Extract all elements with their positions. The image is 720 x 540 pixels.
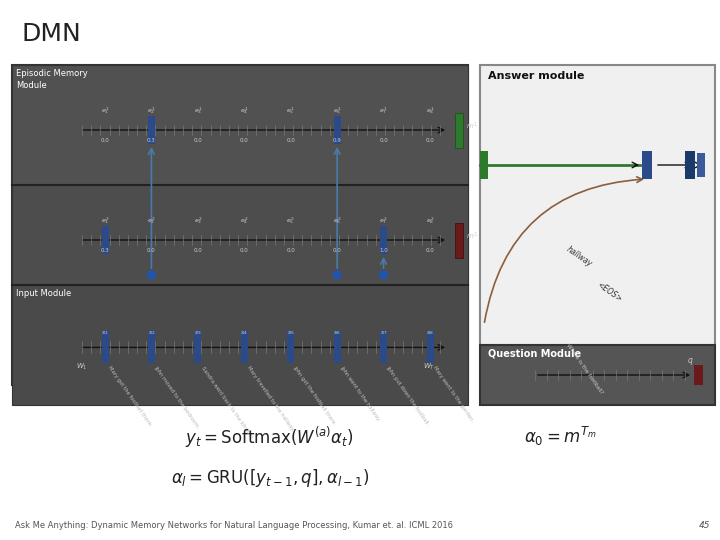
Text: DMN: DMN <box>22 22 82 46</box>
Text: $e_7^2$: $e_7^2$ <box>379 215 388 226</box>
Text: Question Module: Question Module <box>488 349 581 359</box>
Text: $m^2$: $m^2$ <box>466 231 478 241</box>
Text: $e_3^1$: $e_3^1$ <box>194 105 202 116</box>
Bar <box>685 151 695 179</box>
Text: 0.0: 0.0 <box>379 138 388 143</box>
Text: $e_5^2$: $e_5^2$ <box>287 215 295 226</box>
Text: Mary got the football there.: Mary got the football there. <box>107 366 153 428</box>
Text: $s_4$: $s_4$ <box>240 329 248 338</box>
Bar <box>642 151 652 179</box>
Text: $s_5$: $s_5$ <box>287 329 294 338</box>
Text: 0.0: 0.0 <box>333 248 341 253</box>
Text: $\alpha_0 = m^{T_m}$: $\alpha_0 = m^{T_m}$ <box>523 425 596 448</box>
Bar <box>12 285 468 405</box>
Bar <box>380 226 387 254</box>
Text: 0.0: 0.0 <box>287 248 295 253</box>
Text: 45: 45 <box>698 521 710 530</box>
Text: Sandra went back to the kitchen.: Sandra went back to the kitchen. <box>200 366 254 440</box>
Text: $W_T$: $W_T$ <box>423 361 435 372</box>
Text: $e_3^2$: $e_3^2$ <box>194 215 202 226</box>
Text: $e_2^1$: $e_2^1$ <box>147 105 156 116</box>
Bar <box>12 65 468 385</box>
Text: $e_8^1$: $e_8^1$ <box>426 105 434 116</box>
Bar <box>240 332 248 363</box>
Text: 0.0: 0.0 <box>147 248 156 253</box>
Text: Where is the football?: Where is the football? <box>565 343 603 395</box>
Text: John got the football there.: John got the football there. <box>293 366 338 426</box>
Text: Answer module: Answer module <box>488 71 585 81</box>
Text: Mary travelled to the hallway.: Mary travelled to the hallway. <box>246 366 295 433</box>
Text: 0.0: 0.0 <box>240 138 248 143</box>
Text: $e_6^2$: $e_6^2$ <box>333 215 341 226</box>
Text: $e_1^2$: $e_1^2$ <box>101 215 109 226</box>
Bar <box>194 332 202 363</box>
Text: $m^1$: $m^1$ <box>466 120 478 132</box>
Text: $e_7^1$: $e_7^1$ <box>379 105 388 116</box>
Bar <box>333 116 341 144</box>
Text: 0.9: 0.9 <box>333 138 341 143</box>
Text: $s_1$: $s_1$ <box>102 329 109 338</box>
Text: 0.3: 0.3 <box>147 138 156 143</box>
Bar <box>287 332 294 363</box>
Text: $s_2$: $s_2$ <box>148 329 156 338</box>
Text: 0.0: 0.0 <box>287 138 295 143</box>
Text: John put down the football.: John put down the football. <box>386 366 431 427</box>
Circle shape <box>379 271 387 279</box>
Text: $e_8^2$: $e_8^2$ <box>426 215 434 226</box>
Text: $\alpha_l = \mathrm{GRU}([y_{t-1}, q], \alpha_{l-1})$: $\alpha_l = \mathrm{GRU}([y_{t-1}, q], \… <box>171 467 369 489</box>
Text: $q$: $q$ <box>687 356 693 367</box>
Bar <box>102 226 109 254</box>
Bar <box>480 65 715 345</box>
Text: 0.0: 0.0 <box>240 248 248 253</box>
Text: 1.0: 1.0 <box>379 248 388 253</box>
Text: $e_1^1$: $e_1^1$ <box>101 105 109 116</box>
Bar <box>455 222 463 258</box>
Text: John moved to the bedroom.: John moved to the bedroom. <box>153 366 201 430</box>
Text: $e_5^1$: $e_5^1$ <box>287 105 295 116</box>
Text: 0.0: 0.0 <box>194 248 202 253</box>
Bar <box>426 332 433 363</box>
Text: $s_8$: $s_8$ <box>426 329 434 338</box>
Text: $W_1$: $W_1$ <box>76 361 88 372</box>
Text: Input Module: Input Module <box>16 289 71 298</box>
Text: $s_3$: $s_3$ <box>194 329 202 338</box>
Text: $e_2^2$: $e_2^2$ <box>147 215 156 226</box>
Text: $e_4^1$: $e_4^1$ <box>240 105 248 116</box>
Bar <box>380 332 387 363</box>
Text: $e_6^1$: $e_6^1$ <box>333 105 341 116</box>
Text: 0.0: 0.0 <box>426 138 434 143</box>
Bar <box>480 151 488 179</box>
Bar <box>102 332 109 363</box>
Bar <box>694 365 703 385</box>
Text: John went to the hallway.: John went to the hallway. <box>339 366 381 422</box>
Bar <box>455 112 463 147</box>
Text: $s_6$: $s_6$ <box>333 329 341 338</box>
Text: 0.0: 0.0 <box>101 138 109 143</box>
Text: $s_7$: $s_7$ <box>379 329 387 338</box>
Bar <box>12 185 468 285</box>
Circle shape <box>148 271 156 279</box>
Text: $e_4^2$: $e_4^2$ <box>240 215 248 226</box>
Text: $y_t = \mathrm{Softmax}(W^{(a)}\alpha_t)$: $y_t = \mathrm{Softmax}(W^{(a)}\alpha_t)… <box>186 425 354 450</box>
Text: Ask Me Anything: Dynamic Memory Networks for Natural Language Processing, Kumar : Ask Me Anything: Dynamic Memory Networks… <box>15 521 453 530</box>
Text: Episodic Memory
Module: Episodic Memory Module <box>16 69 88 90</box>
Text: <EOS>: <EOS> <box>595 280 624 303</box>
Bar <box>333 332 341 363</box>
Bar <box>697 153 705 177</box>
Bar <box>480 345 715 405</box>
Text: hallway: hallway <box>565 245 594 269</box>
Bar <box>148 332 155 363</box>
Text: 0.0: 0.0 <box>194 138 202 143</box>
Text: Mary went to the garden.: Mary went to the garden. <box>432 366 474 423</box>
Text: 0.3: 0.3 <box>101 248 109 253</box>
Text: 0.0: 0.0 <box>426 248 434 253</box>
Bar <box>148 116 155 144</box>
Bar <box>12 65 468 185</box>
Circle shape <box>333 271 341 279</box>
